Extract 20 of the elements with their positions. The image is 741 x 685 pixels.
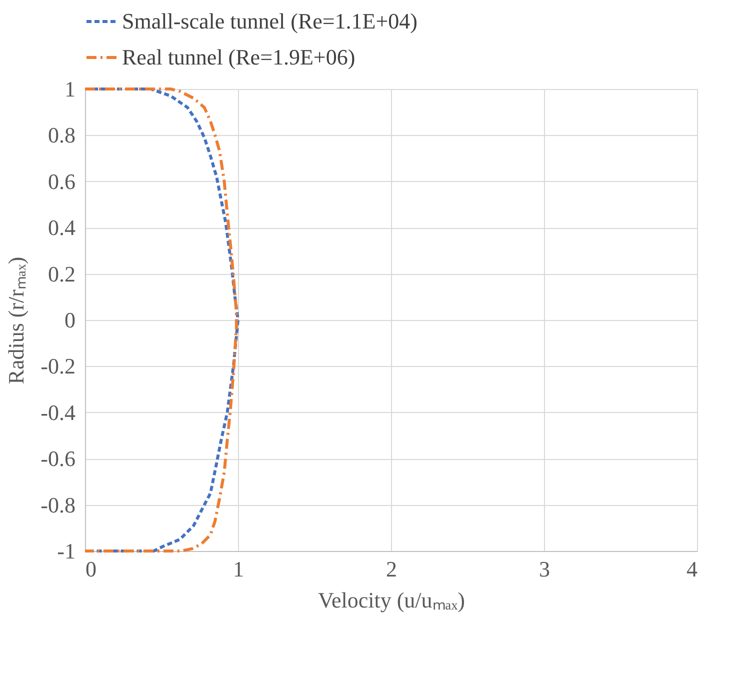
y-axis-title: Radius (r/rₘₐₓ) [4, 256, 29, 384]
x-tick-label: 1 [233, 556, 244, 582]
y-tick-label: 0.6 [48, 168, 76, 194]
x-tick-label: 2 [386, 556, 397, 582]
x-tick-label: 3 [539, 556, 550, 582]
y-tick-label: -0.2 [40, 354, 76, 379]
x-axis-title: Velocity (u/uₘₐₓ) [318, 588, 465, 612]
legend-label: Real tunnel (Re=1.9E+06) [122, 44, 356, 70]
y-tick-label: 0 [64, 308, 76, 332]
y-tick-label: -0.6 [40, 446, 76, 472]
y-tick-label: 0.8 [48, 122, 76, 148]
x-tick-label: 0 [86, 556, 96, 582]
y-tick-label: -1 [57, 538, 76, 564]
legend-label: Small-scale tunnel (Re=1.1E+04) [122, 8, 418, 34]
x-tick-label: 4 [686, 556, 698, 582]
y-tick-label: 0.4 [48, 215, 76, 240]
y-tick-label: 0.2 [48, 261, 76, 286]
y-tick-label: -0.4 [40, 400, 76, 425]
y-tick-label: 1 [64, 76, 76, 102]
y-tick-label: -0.8 [40, 492, 76, 518]
